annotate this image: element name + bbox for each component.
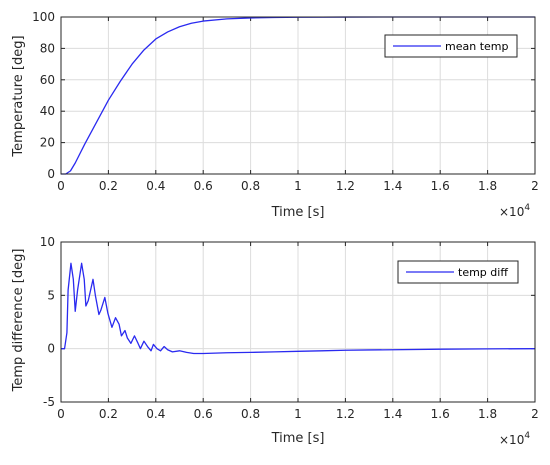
x-tick-label: 1.2 (336, 179, 355, 193)
x-tick-label: 0.6 (194, 179, 213, 193)
y-tick-label: 100 (32, 10, 55, 24)
x-tick-label: 1.6 (431, 407, 450, 421)
x-tick-label: 0.8 (241, 407, 260, 421)
x-tick-label: 1.2 (336, 407, 355, 421)
y-axis-label: Temp difference [deg] (11, 249, 26, 393)
x-tick-label: 1.4 (383, 179, 402, 193)
x-exponent: ×104 (499, 431, 530, 447)
chart-1: 0 0.2 0.4 0.6 0.8 1 1.2 1.4 1.6 1.8 2020406080100T… (11, 10, 539, 220)
axes-box (60, 16, 536, 175)
legend-box (384, 34, 518, 58)
y-tick-label: 10 (40, 235, 55, 249)
y-tick-label: 0 (47, 342, 55, 356)
x-tick-label: 0.6 (194, 407, 213, 421)
x-tick-label: 1.8 (478, 179, 497, 193)
y-tick-label: 5 (47, 288, 55, 302)
x-tick-label: 1.6 (431, 179, 450, 193)
x-axis-label: Time [s] (271, 431, 325, 446)
y-axis-label: Temperature [deg] (11, 35, 26, 157)
legend-label: mean temp (445, 40, 508, 53)
axes-box (60, 241, 536, 403)
x-tick-label: 0.4 (146, 407, 165, 421)
x-tick-label: 2 (531, 179, 539, 193)
y-tick-label: -5 (43, 395, 55, 409)
y-tick-label: 40 (40, 104, 55, 118)
y-tick-label: 60 (40, 73, 55, 87)
x-tick-label: 0 (57, 179, 65, 193)
x-tick-label: 1 (294, 407, 302, 421)
x-tick-label: 0.4 (146, 179, 165, 193)
x-tick-label: 0.2 (99, 179, 118, 193)
x-tick-label: 1.8 (478, 407, 497, 421)
legend: temp diff (397, 260, 519, 284)
legend-box (397, 260, 519, 284)
x-tick-label: 0.2 (99, 407, 118, 421)
x-tick-label: 0 (57, 407, 65, 421)
x-tick-label: 0.8 (241, 179, 260, 193)
x-exponent: ×104 (499, 203, 530, 219)
x-axis-label: Time [s] (271, 205, 325, 220)
y-tick-label: 0 (47, 167, 55, 181)
x-tick-label: 1.4 (383, 407, 402, 421)
y-tick-label: 80 (40, 41, 55, 55)
legend: mean temp (384, 34, 518, 58)
x-tick-label: 2 (531, 407, 539, 421)
legend-label: temp diff (458, 266, 508, 279)
y-tick-label: 20 (40, 136, 55, 150)
x-tick-label: 1 (294, 179, 302, 193)
series-line-2 (61, 262, 536, 355)
